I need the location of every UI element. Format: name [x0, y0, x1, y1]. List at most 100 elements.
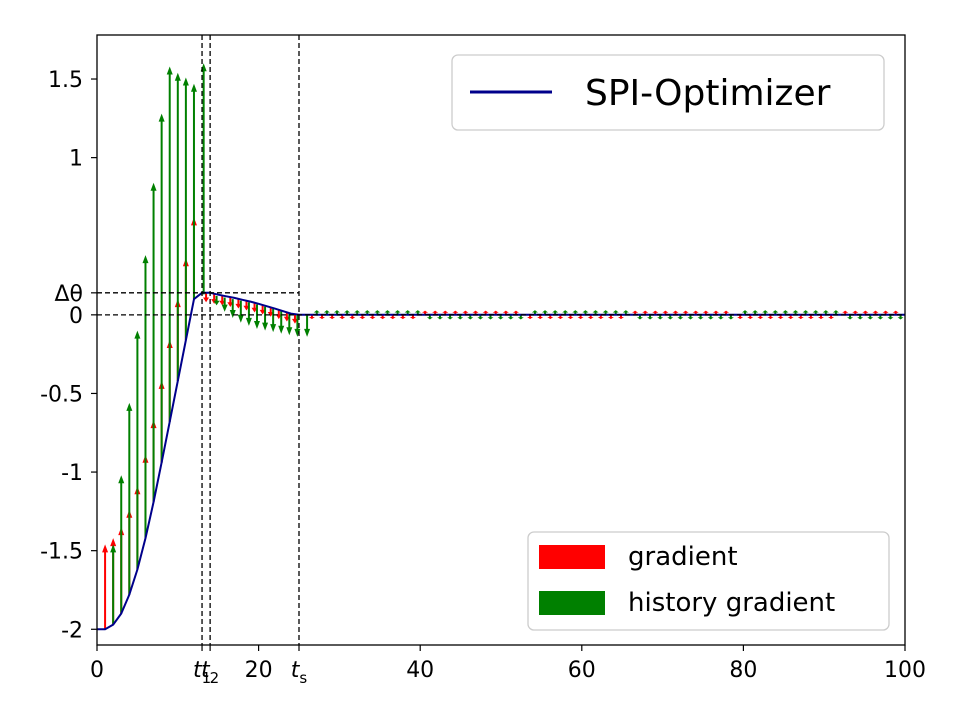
y-tick-label: -1.5: [40, 540, 83, 565]
history-gradient-arrow: [158, 113, 165, 463]
history-osc-arrow-3-head: [727, 317, 734, 320]
history-osc-arrow-1-head: [477, 317, 484, 320]
gradient-osc-arrow-5-head: [852, 310, 859, 313]
history-gradient-arrow-head: [294, 328, 301, 337]
gradient-osc-arrow-1-head: [442, 310, 449, 313]
history-gradient-arrow-head: [142, 255, 149, 264]
gradient-osc-arrow-2-head: [537, 316, 544, 320]
history-osc-arrow-0-head: [384, 310, 391, 313]
history-osc-arrow-0-head: [364, 310, 371, 313]
history-gradient-arrow: [190, 83, 197, 300]
history-gradient-arrow-head: [245, 317, 252, 326]
history-gradient-arrow-head: [286, 327, 293, 336]
history-osc-arrow-4-head: [752, 310, 759, 313]
history-osc-arrow-5-head: [887, 317, 894, 320]
history-gradient-arrow: [253, 304, 260, 329]
gradient-osc-arrow-3-head: [692, 310, 699, 313]
history-osc-arrow-0-head: [313, 310, 320, 313]
history-osc-arrow-5-head: [857, 317, 864, 320]
y-tick-label: 0: [69, 304, 83, 329]
gradient-arrow: [102, 544, 109, 630]
history-osc-arrow-0-head: [414, 310, 421, 313]
legend-label-spi-optimizer: SPI-Optimizer: [585, 73, 831, 114]
history-osc-arrow-1-head: [436, 317, 443, 320]
history-gradient-arrow: [262, 306, 269, 331]
x-tick-label: ts: [291, 658, 308, 687]
history-osc-arrow-3-head: [667, 317, 674, 320]
history-osc-arrow-1-head: [517, 317, 524, 320]
history-gradient-arrow-head: [221, 304, 228, 312]
history-osc-arrow-5-head: [897, 317, 904, 320]
history-osc-arrow-0-head: [354, 310, 361, 313]
history-osc-arrow-1-head: [457, 317, 464, 320]
gradient-osc-arrow-1-head: [462, 310, 469, 313]
history-osc-arrow-2-head: [572, 310, 579, 313]
history-gradient-arrow-head: [118, 475, 125, 484]
history-osc-arrow-1-head: [426, 317, 433, 320]
history-gradient-arrow-head: [213, 300, 220, 306]
history-osc-arrow-1-head: [507, 317, 514, 320]
history-gradient-arrow-head: [166, 66, 173, 75]
gradient-osc-arrow-5-head: [872, 310, 879, 313]
history-osc-arrow-0-head: [333, 310, 340, 313]
history-osc-arrow-1-head: [467, 317, 474, 320]
history-gradient-arrow-head: [190, 83, 197, 92]
gradient-arrow-head: [102, 544, 109, 553]
y-tick-label: Δθ: [54, 282, 83, 307]
gradient-osc-arrow-1-head: [492, 310, 499, 313]
gradient-osc-arrow-2-head: [587, 316, 594, 320]
y-tick-label: -1: [61, 461, 83, 486]
gradient-osc-arrow-3-head: [702, 310, 709, 313]
history-osc-arrow-0-head: [404, 310, 411, 313]
history-osc-arrow-0-head: [394, 310, 401, 313]
history-gradient-arrow: [150, 182, 157, 502]
history-osc-arrow-2-head: [622, 310, 629, 313]
gradient-arrow-head: [203, 297, 210, 303]
history-gradient-arrow: [270, 308, 277, 333]
history-gradient-arrow: [118, 475, 125, 614]
history-osc-arrow-1-head: [497, 317, 504, 320]
history-osc-arrow-3-head: [636, 317, 643, 320]
history-gradient-arrow: [294, 314, 301, 337]
history-osc-arrow-3-head: [657, 317, 664, 320]
gradient-osc-arrow-4-head: [807, 316, 814, 320]
gradient-osc-arrow-5-head: [892, 310, 899, 313]
gradient-arrow-head: [110, 538, 117, 547]
history-gradient-arrow-head: [150, 182, 157, 191]
legend-box: [451, 54, 885, 131]
history-osc-arrow-3-head: [677, 317, 684, 320]
history-osc-arrow-2-head: [562, 310, 569, 313]
history-gradient-arrow-head: [182, 77, 189, 86]
gradient-osc-arrow-4-head: [797, 316, 804, 320]
history-osc-arrow-1-head: [487, 317, 494, 320]
gradient-osc-arrow-1-head: [502, 310, 509, 313]
gradient-osc-arrow-5-head: [842, 310, 849, 313]
history-gradient-arrow-head: [229, 309, 236, 318]
legend-bottom-right: gradient history gradient: [527, 531, 890, 631]
series-line-spi-optimizer: [97, 291, 905, 631]
history-gradient-arrow-head: [134, 330, 141, 339]
gradient-osc-arrow-2-head: [617, 316, 624, 320]
history-osc-arrow-4-head: [832, 310, 839, 313]
gradient-osc-arrow-3-head: [712, 310, 719, 313]
history-osc-arrow-2-head: [552, 310, 559, 313]
history-osc-arrow-0-head: [374, 310, 381, 313]
gradient-osc-arrow-4-head: [787, 316, 794, 320]
history-osc-arrow-3-head: [647, 317, 654, 320]
gradient-osc-arrow-2-head: [567, 316, 574, 320]
y-tick-label: 1: [69, 147, 83, 172]
axes-frame: [96, 34, 906, 646]
history-osc-arrow-5-head: [877, 317, 884, 320]
y-tick-label: -0.5: [40, 382, 83, 407]
gradient-osc-arrow-4-head: [817, 316, 824, 320]
gradient-arrow: [203, 292, 210, 303]
history-osc-arrow-2-head: [612, 310, 619, 313]
history-osc-arrow-1-head: [447, 317, 454, 320]
history-gradient-arrow: [237, 300, 244, 323]
history-osc-arrow-4-head: [822, 310, 829, 313]
history-gradient-arrow: [278, 311, 285, 334]
gradient-osc-arrow-3-head: [682, 310, 689, 313]
history-osc-arrow-3-head: [697, 317, 704, 320]
history-gradient-arrow-head: [278, 325, 285, 334]
